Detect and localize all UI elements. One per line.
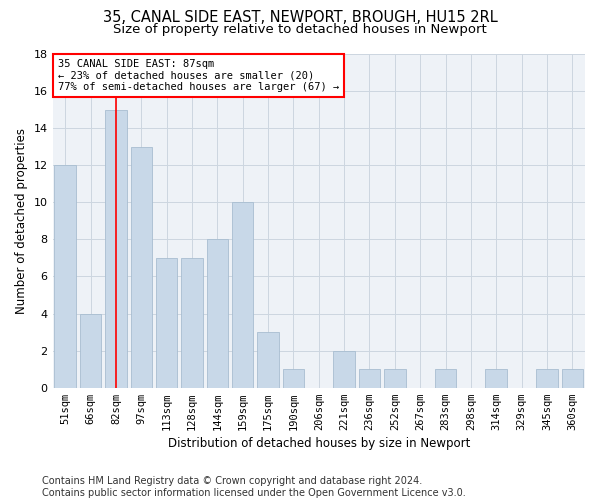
Bar bbox=[536, 369, 558, 388]
Bar bbox=[257, 332, 279, 388]
Bar bbox=[181, 258, 203, 388]
Text: Size of property relative to detached houses in Newport: Size of property relative to detached ho… bbox=[113, 22, 487, 36]
Bar bbox=[384, 369, 406, 388]
Text: Contains HM Land Registry data © Crown copyright and database right 2024.
Contai: Contains HM Land Registry data © Crown c… bbox=[42, 476, 466, 498]
Bar bbox=[206, 240, 228, 388]
Bar bbox=[105, 110, 127, 388]
Y-axis label: Number of detached properties: Number of detached properties bbox=[15, 128, 28, 314]
Text: 35, CANAL SIDE EAST, NEWPORT, BROUGH, HU15 2RL: 35, CANAL SIDE EAST, NEWPORT, BROUGH, HU… bbox=[103, 10, 497, 25]
Bar bbox=[80, 314, 101, 388]
Bar bbox=[485, 369, 507, 388]
Bar bbox=[334, 350, 355, 388]
Bar bbox=[283, 369, 304, 388]
Bar bbox=[55, 165, 76, 388]
X-axis label: Distribution of detached houses by size in Newport: Distribution of detached houses by size … bbox=[167, 437, 470, 450]
Bar bbox=[156, 258, 178, 388]
Bar bbox=[359, 369, 380, 388]
Bar bbox=[131, 146, 152, 388]
Bar bbox=[435, 369, 457, 388]
Bar bbox=[232, 202, 253, 388]
Text: 35 CANAL SIDE EAST: 87sqm
← 23% of detached houses are smaller (20)
77% of semi-: 35 CANAL SIDE EAST: 87sqm ← 23% of detac… bbox=[58, 59, 339, 92]
Bar bbox=[562, 369, 583, 388]
